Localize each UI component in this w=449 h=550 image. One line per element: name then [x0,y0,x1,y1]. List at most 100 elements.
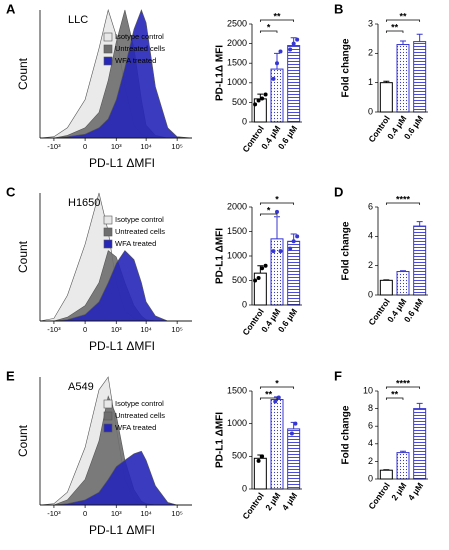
data-point [271,249,276,254]
data-point [260,266,265,271]
x-tick-label: Control [366,297,392,327]
data-point [256,458,261,463]
data-point [276,395,281,400]
error-bar [400,270,406,272]
x-tick-label: 2 μM [263,491,282,513]
y-tick-label: 1500 [227,58,247,68]
x-tick-label: -10³ [47,509,61,518]
data-point [275,61,279,66]
y-tick-label: 1500 [227,385,247,395]
significance-label: * [275,194,279,204]
data-point [288,47,293,52]
y-tick-label: 4 [368,231,373,241]
y-axis-label: PD-L1Δ MFI [215,45,226,101]
bar [253,98,267,123]
error-bar [416,402,423,409]
significance-bracket [259,202,295,205]
error-bar [274,216,280,239]
cell-line-label: A549 [68,381,94,393]
data-point [288,246,293,251]
y-tick-label: 0 [368,289,373,299]
data-point [256,98,261,103]
x-axis-label: PD-L1 ΔMFI [89,339,155,353]
bar [379,279,393,296]
y-axis-label: Fold change [341,38,352,97]
significance-bracket [385,19,421,22]
x-tick-label: -10³ [47,142,61,151]
bar [396,271,410,296]
y-tick-label: 0 [242,483,247,493]
bar [270,398,284,490]
y-tick-label: 2500 [227,18,247,28]
significance-label: ** [399,11,407,21]
y-tick-label: 6 [368,201,373,211]
data-point [256,276,261,281]
bar [396,452,410,480]
significance-label: * [267,205,271,215]
data-point [263,92,268,97]
error-bar [383,80,390,83]
significance-label: **** [396,194,411,204]
panel-label: A [6,1,16,16]
y-axis-label: PD-L1 ΔMFI [215,412,226,468]
distribution-area [40,9,193,139]
y-axis-label: Fold change [341,405,352,464]
y-tick-label: 500 [232,97,247,107]
x-tick-label: 10⁴ [140,509,152,518]
x-tick-label: 0 [83,142,87,151]
bar [396,44,410,113]
panel-label: F [334,368,342,383]
error-bar [400,450,406,453]
x-tick-label: 0 [83,509,87,518]
x-tick-label: -10³ [47,325,61,334]
error-bar [257,265,264,274]
x-tick-label: Control [240,124,266,154]
cell-line-label: H1650 [68,197,100,209]
data-point [271,76,276,81]
legend-label: Isotype control [115,399,164,408]
cell-line-label: LLC [68,14,88,26]
legend-label: Isotype control [115,215,164,224]
y-tick-label: 10 [363,385,373,395]
significance-label: * [267,22,271,32]
legend-swatch [103,227,113,237]
y-axis-label: Count [16,57,30,90]
bar [413,408,427,480]
x-tick-label: 4 μM [280,491,299,513]
y-tick-label: 1 [368,77,373,87]
legend-label: WFA treated [115,239,156,248]
data-point [293,421,298,426]
x-tick-label: 4 μM [406,481,425,503]
legend-label: Untreated cells [115,44,165,53]
legend-swatch [103,239,113,249]
bar [413,225,427,296]
y-tick-label: 1000 [227,77,247,87]
significance-label: ** [265,389,273,399]
y-tick-label: 1500 [227,226,247,236]
y-tick-label: 500 [232,275,247,285]
legend-swatch [103,423,113,433]
y-tick-label: 0 [242,116,247,126]
bar [379,82,393,113]
legend-swatch [103,411,113,421]
bar [287,240,301,306]
legend-label: WFA treated [115,56,156,65]
y-axis-label: Count [16,240,30,273]
data-point [260,454,265,459]
legend-swatch [103,44,113,54]
legend-swatch [103,56,113,66]
significance-bracket [259,30,278,33]
error-bar [416,33,423,42]
panel-label: B [334,1,343,16]
data-point [275,209,279,214]
panel-label: D [334,184,343,199]
legend-label: Untreated cells [115,411,165,420]
x-tick-label: 0 [83,325,87,334]
y-tick-label: 2000 [227,38,247,48]
y-tick-label: 6 [368,421,373,431]
x-tick-label: 10⁴ [140,325,152,334]
y-tick-label: 2000 [227,201,247,211]
bar [379,469,393,480]
data-point [278,49,283,54]
